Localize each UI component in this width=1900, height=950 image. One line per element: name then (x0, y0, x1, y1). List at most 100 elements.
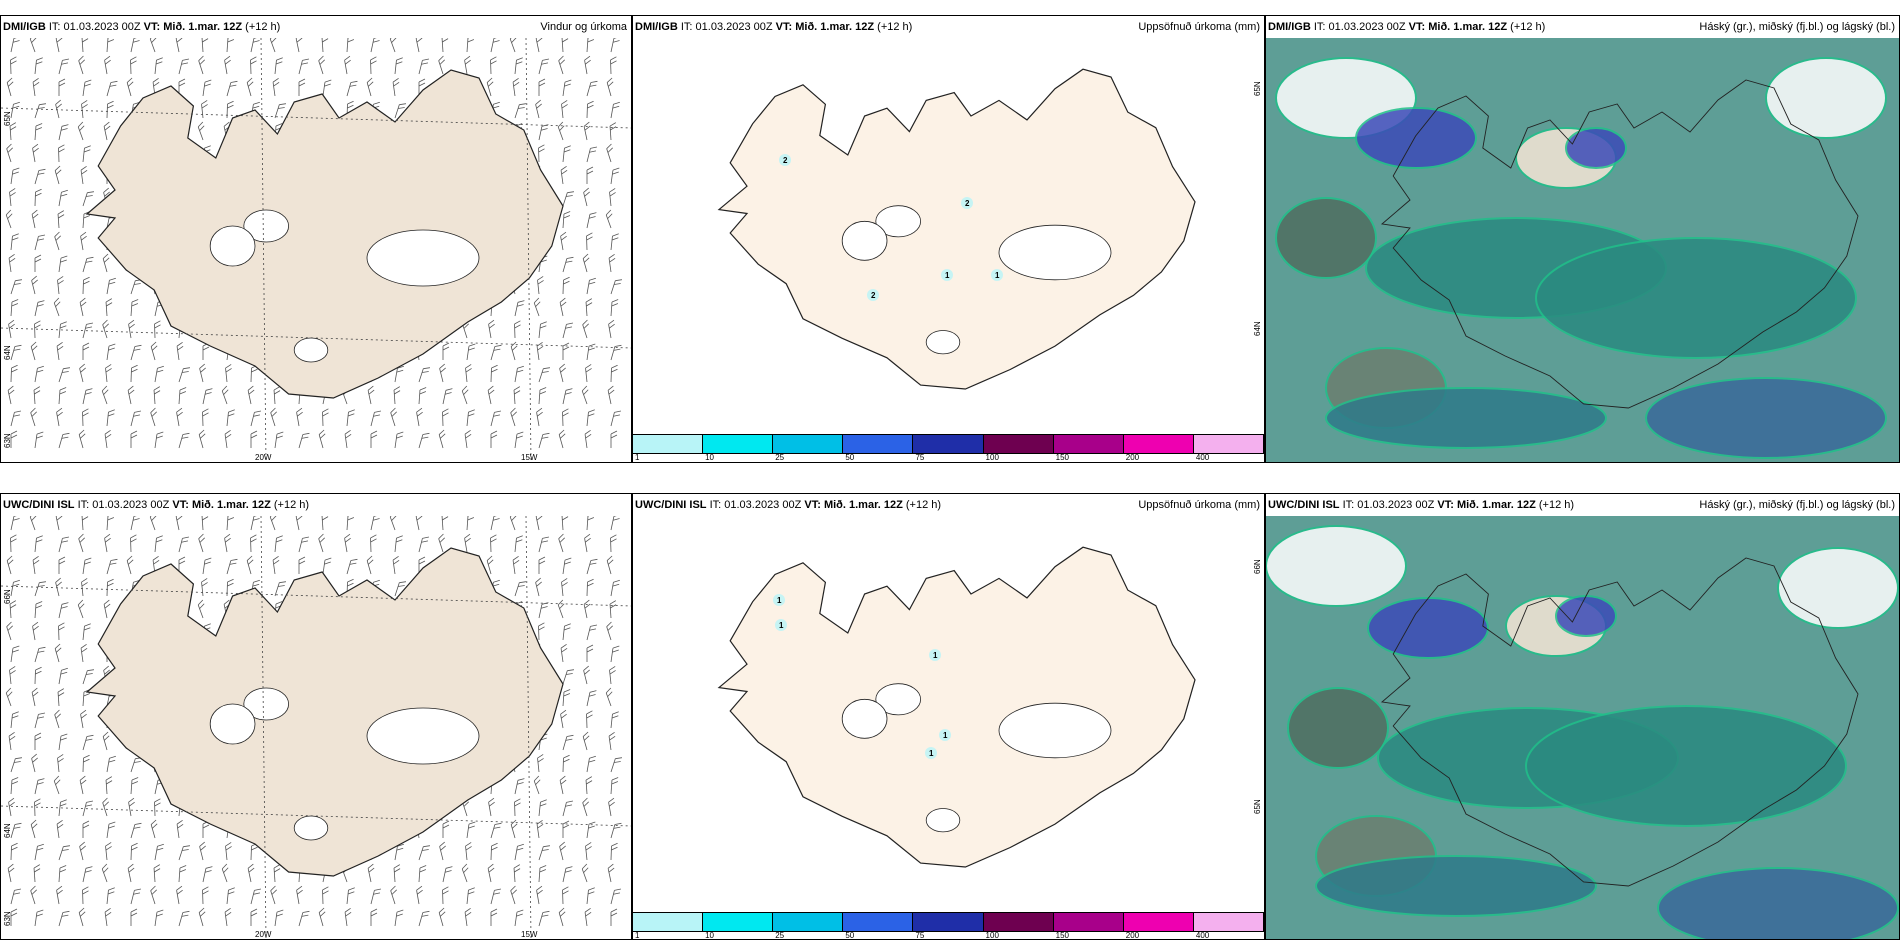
wind-barb (154, 431, 164, 449)
legend-tick-label: 1 (635, 453, 640, 462)
wind-barb (295, 516, 303, 531)
panel-precip-uwc: UWC/DINI ISL IT: 01.03.2023 00Z VT: Mið.… (632, 493, 1265, 940)
wind-barb (106, 409, 115, 427)
wind-barb (224, 55, 231, 75)
wind-barb (176, 885, 183, 905)
model-name: DMI/IGB (1268, 21, 1311, 33)
wind-barb (610, 101, 620, 119)
wind-barb (370, 430, 378, 448)
wind-barb (202, 388, 213, 405)
iceland-land (85, 547, 564, 877)
lon-label: 15W (521, 930, 538, 939)
wind-map (1, 516, 631, 939)
glacier (243, 209, 290, 243)
wind-barb (295, 38, 303, 53)
wind-barb (32, 621, 39, 641)
wind-barb (226, 516, 235, 531)
vt-label: VT: (143, 21, 161, 33)
wind-barb (58, 78, 66, 96)
wind-barb (6, 143, 13, 163)
wind-barb (127, 385, 135, 405)
wind-barb (486, 77, 494, 97)
wind-barb (584, 430, 592, 449)
wind-barb (559, 841, 566, 861)
legend-tick-label: 200 (1125, 453, 1140, 462)
legend-swatch (703, 435, 774, 453)
wind-barb (606, 77, 614, 97)
wind-barb (562, 79, 572, 97)
lead-time: (+12 h) (877, 21, 913, 33)
wind-barb (513, 864, 521, 883)
wind-barb (392, 78, 400, 97)
wind-barb (82, 388, 93, 405)
wind-barb (106, 343, 116, 361)
wind-barb (538, 78, 546, 96)
wind-barb (82, 342, 90, 360)
wind-barb (224, 533, 231, 553)
wind-barb (586, 755, 596, 773)
wind-barb (538, 58, 550, 75)
wind-barb (536, 820, 544, 839)
precip-cell (929, 649, 941, 661)
vt-label: VT: (1437, 499, 1454, 511)
wind-barb (586, 710, 593, 729)
panel-clouds-uwc: UWC/DINI ISL IT: 01.03.2023 00Z VT: Mið.… (1265, 493, 1900, 940)
cloud-map (1266, 516, 1899, 939)
wind-barb (562, 866, 573, 883)
wind-barb (9, 666, 16, 685)
wind-barb (606, 555, 614, 575)
wind-barb (55, 38, 63, 53)
cloud-field (1765, 57, 1887, 139)
wind-barb (584, 908, 592, 927)
wind-barb (490, 822, 502, 839)
wind-barb (130, 516, 141, 531)
wind-barb (202, 557, 212, 575)
wind-barb (31, 275, 38, 295)
wind-barb (153, 386, 161, 405)
wind-barb (608, 797, 615, 817)
wind-barb (130, 888, 142, 905)
wind-barb (10, 364, 18, 383)
wind-barb (34, 798, 41, 817)
wind-barb (610, 364, 618, 383)
wind-barb (561, 38, 569, 53)
wind-barb (9, 188, 16, 207)
wind-barb (250, 430, 258, 448)
wind-barb (610, 344, 622, 361)
wind-barb (103, 121, 111, 141)
legend-swatch (1053, 435, 1124, 453)
wind-barb (418, 367, 431, 383)
lat-label: 65N (1253, 81, 1262, 96)
longitude-line (525, 516, 532, 939)
wind-barb (586, 212, 597, 229)
wind-barb (176, 407, 183, 427)
wind-barb (321, 38, 329, 53)
wind-barb (82, 866, 93, 883)
wind-barb (58, 602, 69, 619)
wind-barb (586, 821, 596, 839)
wind-barb (58, 845, 71, 861)
wind-barb (490, 56, 497, 75)
wind-barb (226, 38, 235, 53)
wind-barb (298, 556, 306, 574)
precip-value: 1 (929, 749, 934, 758)
wind-barb (79, 841, 86, 861)
wind-barb (466, 409, 475, 427)
wind-barb (366, 77, 374, 97)
legend-swatch (1123, 913, 1194, 931)
lead-time: (+12 h) (245, 21, 281, 33)
wind-barb (58, 910, 70, 927)
wind-barb (202, 866, 213, 883)
lon-label: 20W (255, 930, 272, 939)
wind-barb (106, 277, 116, 295)
wind-barb (10, 233, 19, 251)
wind-barb (81, 100, 88, 119)
wind-barb (438, 55, 445, 75)
wind-barb (58, 387, 67, 405)
wind-barb (487, 863, 495, 883)
wind-barb (298, 78, 306, 96)
wind-barb (610, 711, 619, 729)
wind-barb (610, 908, 618, 926)
wind-barb (274, 103, 287, 119)
wind-barb (80, 644, 88, 663)
